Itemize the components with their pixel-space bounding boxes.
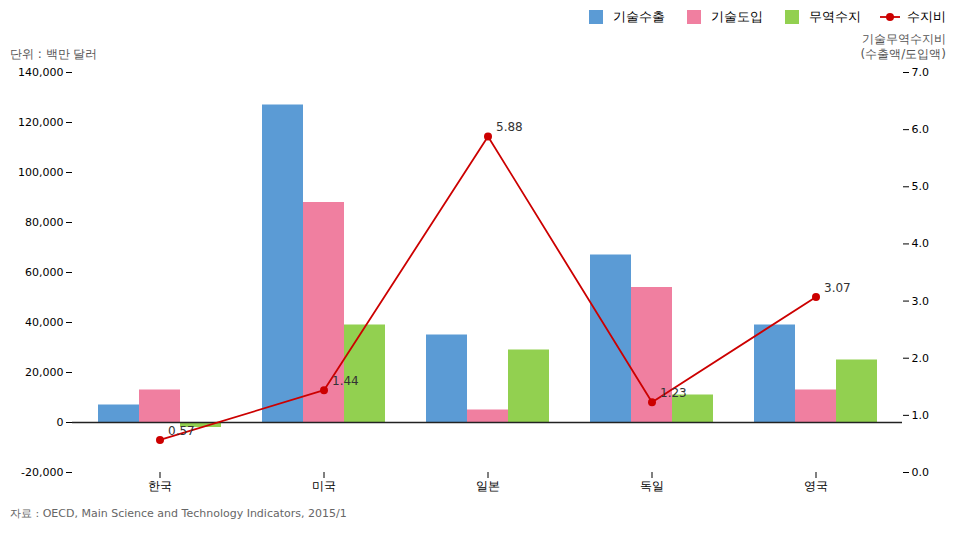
html-text:기술무역수지비 (수출액/도입액): 기술무역수지비 (수출액/도입액) xyxy=(860,32,946,61)
svg-text:-20,000: -20,000 xyxy=(21,466,63,479)
svg-text:20,000: 20,000 xyxy=(25,366,64,379)
html-text:자료 : OECD, Main Science and Te: 자료 : OECD, Main Science and Technology I… xyxy=(10,507,347,520)
svg-text:80,000: 80,000 xyxy=(25,216,64,229)
html-text:단위 : 백만 달러: 단위 : 백만 달러 xyxy=(10,47,98,61)
svg-text:5.0: 5.0 xyxy=(912,180,930,193)
html-text:수지비: 수지비 xyxy=(907,9,946,24)
svg-text:140,000: 140,000 xyxy=(18,66,64,79)
svg-text:0.0: 0.0 xyxy=(912,466,930,479)
svg-text:영국: 영국 xyxy=(804,479,828,493)
svg-text:미국: 미국 xyxy=(312,479,336,493)
html-text:기술수출: 기술수출 xyxy=(613,9,665,24)
svg-text:40,000: 40,000 xyxy=(25,316,64,329)
svg-text:3.0: 3.0 xyxy=(912,295,930,308)
svg-text:100,000: 100,000 xyxy=(18,166,64,179)
svg-text:60,000: 60,000 xyxy=(25,266,64,279)
svg-text:1.23: 1.23 xyxy=(660,386,687,400)
svg-text:한국: 한국 xyxy=(148,479,172,493)
svg-text:2.0: 2.0 xyxy=(912,352,930,365)
svg-text:3.07: 3.07 xyxy=(824,281,851,295)
svg-text:0: 0 xyxy=(57,416,64,429)
html-text:무역수지: 무역수지 xyxy=(809,9,861,24)
svg-text:1.0: 1.0 xyxy=(912,409,930,422)
svg-text:독일: 독일 xyxy=(640,479,664,493)
svg-text:일본: 일본 xyxy=(476,479,500,493)
svg-text:6.0: 6.0 xyxy=(912,123,930,136)
svg-text:1.44: 1.44 xyxy=(332,374,359,388)
svg-text:7.0: 7.0 xyxy=(912,66,930,79)
svg-text:0.57: 0.57 xyxy=(168,424,195,438)
svg-text:5.88: 5.88 xyxy=(496,120,523,134)
svg-text:4.0: 4.0 xyxy=(912,237,930,250)
html-text:기술도입: 기술도입 xyxy=(711,9,763,24)
svg-text:120,000: 120,000 xyxy=(18,116,64,129)
